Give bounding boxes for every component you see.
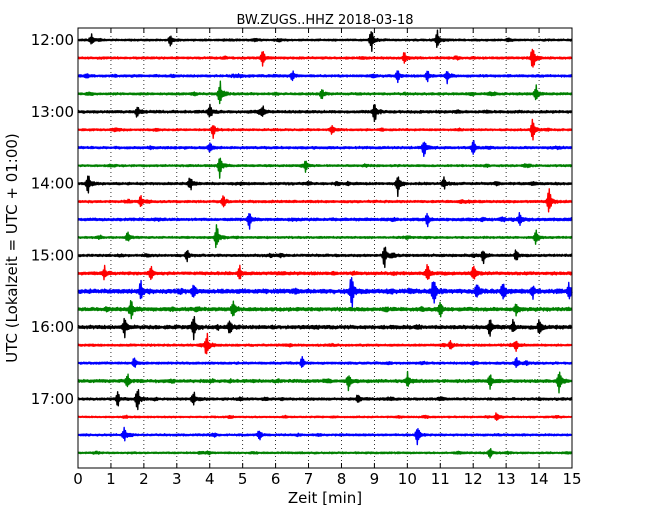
x-tick-label: 7 (304, 470, 314, 488)
trace-15:15 (77, 264, 573, 281)
trace-12:30 (77, 70, 573, 85)
trace-12:45 (77, 80, 573, 105)
x-tick-label: 0 (73, 470, 83, 488)
trace-16:45 (77, 370, 573, 394)
y-axis: 12:00 13:00 14:00 15:00 16:00 17:00 (31, 31, 572, 408)
y-tick-label: 15:00 (31, 246, 74, 264)
seismic-traces (77, 29, 573, 459)
x-tick-label: 4 (205, 470, 215, 488)
x-tick-label: 2 (139, 470, 149, 488)
trace-16:15 (77, 332, 573, 355)
trace-17:45 (77, 447, 573, 459)
x-axis-label: Zeit [min] (288, 489, 362, 507)
x-tick-label: 9 (370, 470, 380, 488)
y-tick-label: 13:00 (31, 103, 74, 121)
y-tick-label: 14:00 (31, 175, 74, 193)
y-tick-label: 12:00 (31, 31, 74, 49)
x-tick-label: 3 (172, 470, 182, 488)
vertical-grid (110, 28, 540, 468)
x-tick-label: 15 (562, 470, 581, 488)
x-tick-label: 13 (497, 470, 516, 488)
trace-13:00 (77, 103, 573, 123)
plot-frame (77, 27, 573, 469)
x-tick-label: 8 (337, 470, 347, 488)
y-axis-label: UTC (Lokalzeit = UTC + 01:00) (3, 133, 21, 363)
trace-17:30 (77, 426, 573, 446)
x-tick-label: 11 (431, 470, 450, 488)
x-axis: 0 1 2 3 4 5 6 7 8 9 10 11 12 13 14 15 (73, 28, 582, 488)
x-tick-label: 10 (398, 470, 417, 488)
trace-13:15 (77, 118, 573, 141)
x-tick-label: 12 (464, 470, 483, 488)
trace-13:30 (77, 140, 573, 158)
y-tick-label: 16:00 (31, 318, 74, 336)
y-tick-label: 17:00 (31, 390, 74, 408)
x-tick-label: 14 (530, 470, 549, 488)
trace-12:00 (77, 29, 573, 52)
trace-16:30 (77, 356, 573, 369)
x-tick-label: 1 (106, 470, 116, 488)
trace-15:00 (77, 246, 573, 269)
trace-17:15 (77, 412, 573, 421)
chart-title: BW.ZUGS..HHZ 2018-03-18 (236, 13, 413, 28)
trace-14:45 (77, 224, 573, 249)
trace-14:00 (77, 175, 573, 198)
trace-14:30 (77, 211, 573, 230)
trace-12:15 (77, 48, 573, 68)
trace-13:45 (77, 157, 573, 179)
trace-14:15 (77, 188, 573, 213)
x-tick-label: 5 (238, 470, 248, 488)
trace-17:00 (77, 388, 573, 411)
trace-15:30 (77, 276, 573, 308)
trace-15:45 (77, 299, 573, 320)
x-tick-label: 6 (271, 470, 281, 488)
trace-16:00 (77, 316, 573, 341)
